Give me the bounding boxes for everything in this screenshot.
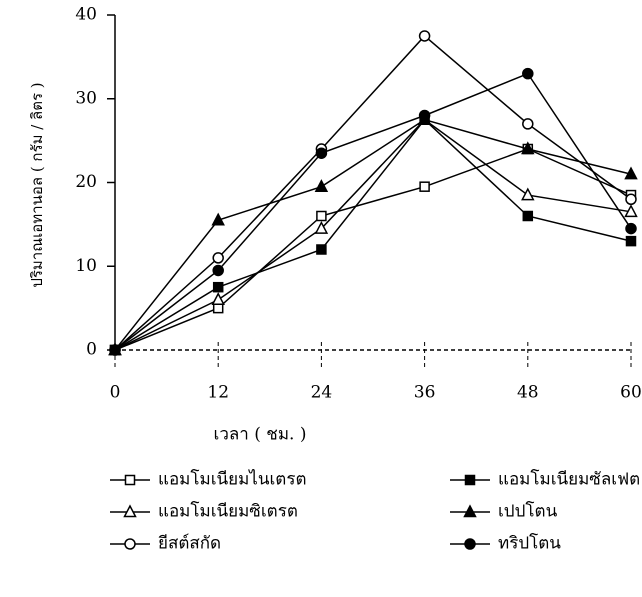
x-axis-label: เวลา ( ชม. )	[214, 425, 307, 445]
legend-marker	[124, 538, 136, 550]
data-point	[315, 147, 328, 159]
y-tick-label: 20	[75, 172, 97, 192]
data-point	[522, 67, 534, 80]
x-tick-label: 12	[207, 383, 229, 403]
series-line	[114, 72, 632, 351]
x-tick-label: 24	[311, 383, 333, 403]
data-point	[625, 193, 637, 205]
series-line	[114, 148, 632, 351]
y-tick-label: 40	[75, 5, 97, 25]
data-point	[624, 166, 638, 180]
legend-marker	[463, 504, 477, 518]
series-line	[114, 34, 632, 351]
data-point	[109, 344, 121, 356]
data-point	[522, 210, 534, 222]
legend-label: แอมโมเนียมซิเตรต	[158, 501, 298, 522]
legend-label: เปปโตน	[498, 501, 558, 522]
legend-marker	[464, 474, 476, 486]
data-point	[316, 244, 327, 255]
data-point	[211, 292, 225, 305]
y-tick-label: 0	[86, 340, 97, 360]
data-point	[212, 252, 224, 264]
data-point	[521, 141, 535, 155]
data-point	[316, 210, 327, 222]
data-point	[418, 109, 431, 122]
data-point	[314, 179, 329, 192]
legend-label: ยีสต์สกัด	[158, 534, 221, 554]
x-tick-label: 36	[414, 383, 436, 403]
y-axis-label: ปริมาณเอทานอล ( กรัม / ลิตร )	[28, 82, 46, 287]
series-line	[114, 118, 632, 351]
data-point	[625, 235, 637, 247]
legend-label: แอมโมเนียมไนเตรต	[158, 469, 307, 490]
x-tick-label: 48	[517, 383, 539, 403]
data-point	[212, 281, 224, 293]
x-tick-label: 0	[110, 383, 121, 403]
data-point	[521, 187, 535, 201]
x-tick-label: 60	[620, 383, 642, 403]
data-point	[625, 222, 637, 235]
legend-label: แอมโมเนียมซัลเฟต	[498, 469, 640, 490]
y-tick-label: 30	[75, 88, 97, 108]
data-point	[624, 204, 638, 218]
series-line	[114, 118, 632, 351]
data-point	[211, 212, 225, 226]
legend-marker	[123, 504, 137, 518]
data-point	[522, 118, 534, 130]
data-point	[418, 30, 431, 42]
data-point	[314, 220, 329, 234]
series-line	[114, 118, 632, 351]
legend-marker	[464, 538, 476, 550]
legend-label: ทริปโตน	[498, 533, 561, 554]
data-point	[212, 264, 224, 277]
legend-marker	[124, 474, 136, 486]
y-tick-label: 10	[75, 256, 97, 276]
data-point	[419, 181, 430, 192]
